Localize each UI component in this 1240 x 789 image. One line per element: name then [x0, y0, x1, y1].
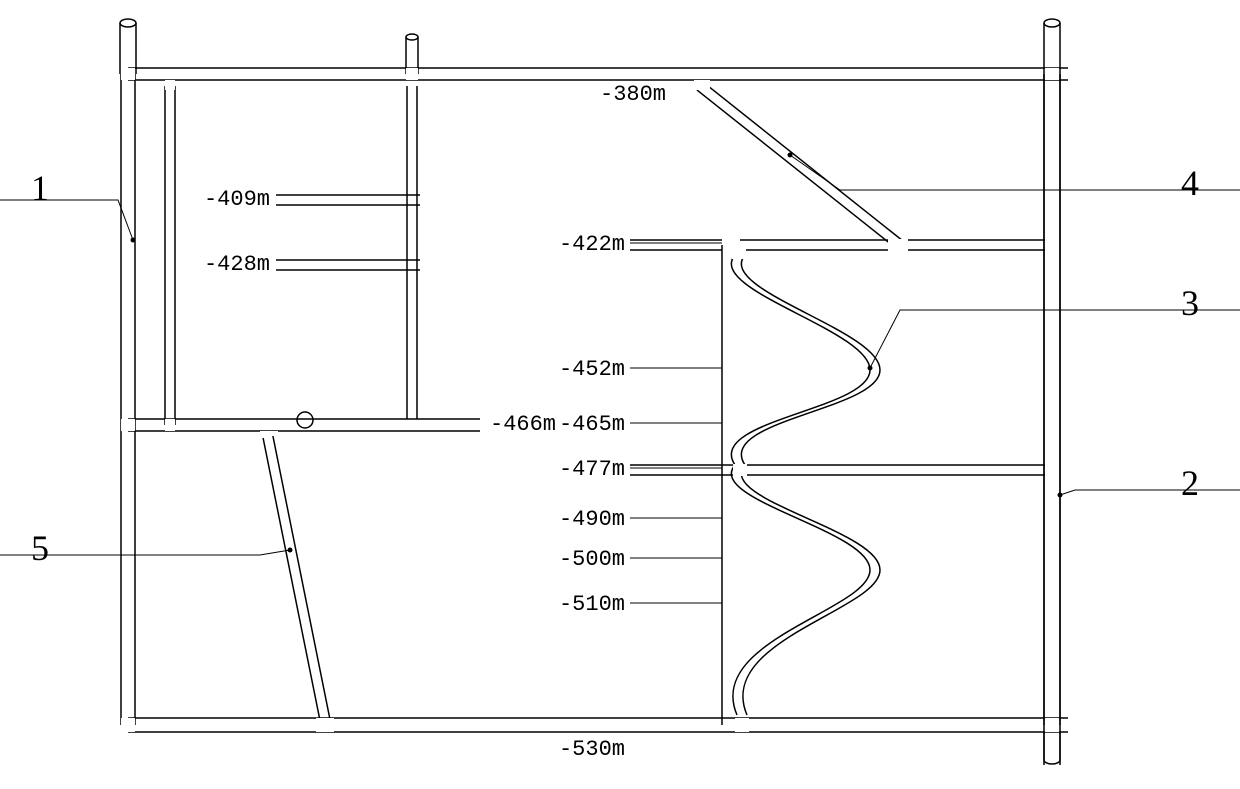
callout-label-4: 4 [1181, 163, 1199, 203]
depth-label: -452m [559, 357, 625, 382]
depth-label: -530m [559, 737, 625, 762]
depth-label: -409m [204, 187, 270, 212]
callout-label-2: 2 [1181, 463, 1199, 503]
depth-label: -380m [600, 82, 666, 107]
depth-label: -510m [559, 592, 625, 617]
depth-label: -465m [559, 412, 625, 437]
callout-label-1: 1 [31, 168, 49, 208]
callout-label-3: 3 [1181, 283, 1199, 323]
depth-label: -422m [559, 232, 625, 257]
depth-label: -477m [559, 457, 625, 482]
callout-label-5: 5 [31, 528, 49, 568]
depth-label: -500m [559, 547, 625, 572]
depth-label: -428m [204, 252, 270, 277]
depth-label: -466m [490, 412, 556, 437]
depth-label: -490m [559, 507, 625, 532]
